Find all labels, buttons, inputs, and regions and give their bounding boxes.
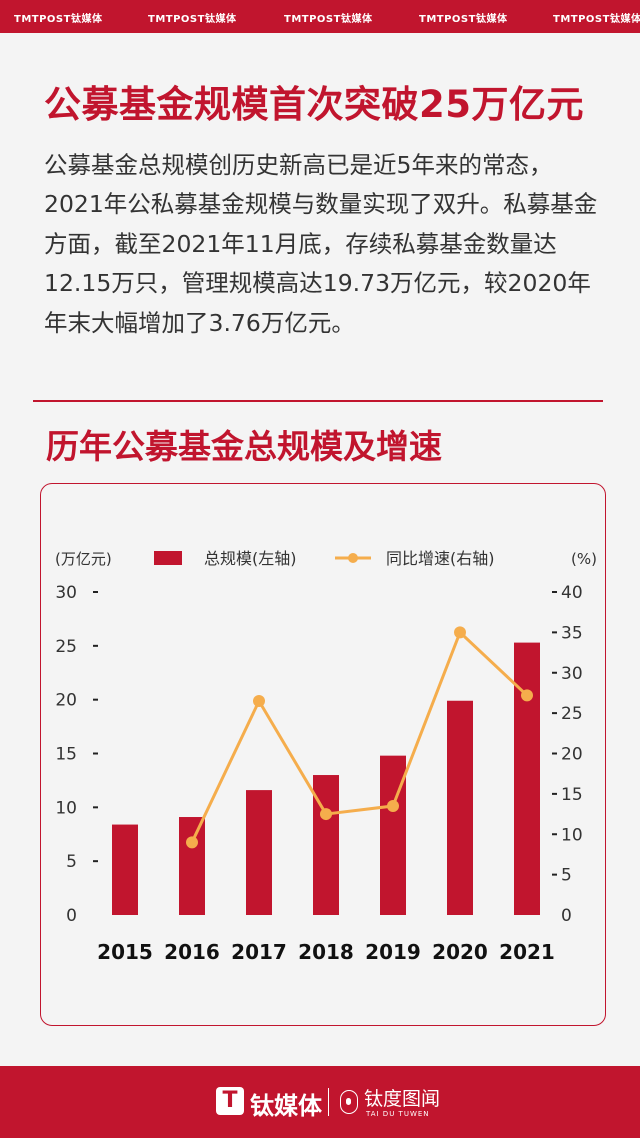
x-tick-label: 2021 [499,940,555,964]
x-tick-label: 2016 [164,940,220,964]
x-tick-label: 2017 [231,940,287,964]
legend-bar-label: 总规模(左轴) [204,549,297,568]
x-tick-label: 2019 [365,940,421,964]
bar-2016 [179,817,205,915]
growth-point-2021 [521,689,533,702]
footer-brand: 钛媒体 [250,1092,322,1120]
growth-point-2019 [387,799,399,812]
intro-paragraph: 公募基金总规模创历史新高已是近5年来的常态，2021年公私募基金规模与数量实现了… [44,151,598,337]
y-right-tick-label: 10 [561,825,583,845]
chart-section-title: 历年公募基金总规模及增速 [46,427,442,466]
y-right-tick-label: 35 [561,623,583,643]
x-tick-label: 2015 [97,940,153,964]
y-right-tick-label: 30 [561,664,583,684]
growth-point-2016 [186,836,198,849]
y-right-unit-label: (%) [571,550,597,568]
footer-separator [328,1088,329,1116]
y-right-tick-label: 15 [561,785,583,805]
y-right-tick-label: 40 [561,583,583,603]
page-title: 公募基金规模首次突破25万亿元 [44,83,584,126]
legend-line-label: 同比增速(右轴) [386,549,495,568]
growth-point-2020 [454,626,466,639]
bar-2015 [112,824,138,915]
brand-watermark: TMTPOST钛媒体 [553,14,640,25]
y-right-tick-label: 25 [561,704,583,724]
legend-bar-swatch [154,551,182,565]
y-left-tick-label: 30 [55,583,77,603]
footer-bar: T 钛媒体 钛度图闻 TAI DU TUWEN [0,1066,640,1138]
chart-panel: (万亿元) (%) 总规模(左轴) 同比增速(右轴) 0 5 10 15 20 25 30 0 5 10 1… [40,483,606,1026]
tmtpost-logo-icon: T [216,1087,244,1115]
brand-watermark: TMTPOST钛媒体 [284,14,373,25]
brand-watermark: TMTPOST钛媒体 [14,14,103,25]
growth-rate-line [190,630,529,843]
growth-point-2017 [253,695,265,708]
y-left-unit-label: (万亿元) [55,550,112,568]
brand-watermark: TMTPOST钛媒体 [419,14,508,25]
footer-sub-brand-en: TAI DU TUWEN [366,1110,430,1118]
growth-point-2018 [320,808,332,821]
brand-watermark: TMTPOST钛媒体 [148,14,237,25]
bar-2017 [246,790,272,915]
bar-2020 [447,700,473,915]
top-brand-bar: TMTPOST钛媒体 TMTPOST钛媒体 TMTPOST钛媒体 TMTPOST… [0,0,640,33]
y-left-tick-label: 0 [66,906,77,926]
y-right-tick-label: 0 [561,906,572,926]
x-tick-label: 2020 [432,940,488,964]
y-left-tick-label: 25 [55,637,77,657]
footer-sub-brand: 钛度图闻 [364,1088,441,1110]
y-left-tick-label: 20 [55,691,77,711]
y-right-tick-label: 5 [561,866,572,886]
section-divider [33,400,603,402]
bar-2021 [514,642,540,915]
legend-line-marker [348,553,358,563]
taidu-logo-icon [340,1090,358,1114]
y-left-tick-label: 15 [55,745,77,765]
y-left-tick-label: 5 [66,852,77,872]
y-left-tick-label: 10 [55,798,77,818]
y-right-tick-label: 20 [561,745,583,765]
combo-chart: (万亿元) (%) 总规模(左轴) 同比增速(右轴) 0 5 10 15 20 25 30 0 5 10 1… [55,549,597,964]
x-tick-label: 2018 [298,940,354,964]
